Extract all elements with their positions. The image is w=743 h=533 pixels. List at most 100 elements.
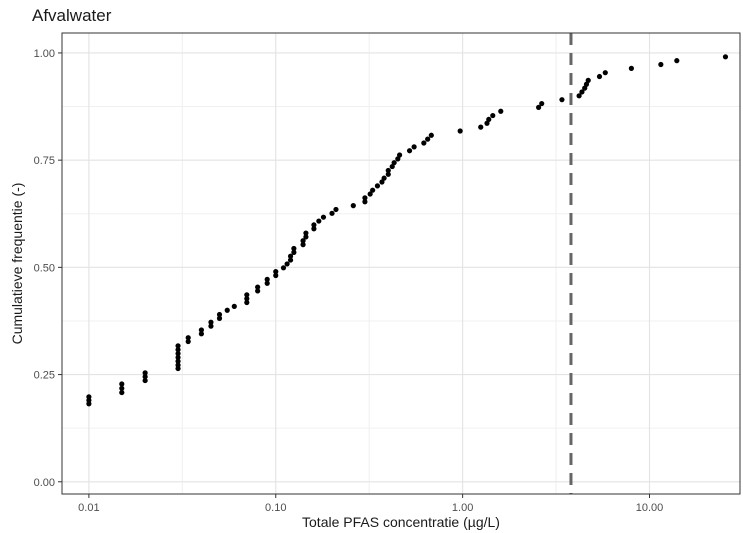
data-point (185, 338, 191, 345)
data-point (244, 292, 250, 298)
data-point (255, 288, 261, 294)
data-point (175, 362, 181, 368)
data-point (379, 179, 385, 185)
data-point (490, 112, 496, 119)
data-point (175, 358, 181, 364)
x-tick-label: 10.00 (636, 502, 664, 514)
data-point (362, 199, 368, 205)
data-point (397, 152, 403, 158)
data-point (208, 323, 214, 329)
data-point (175, 354, 181, 361)
data-point (428, 132, 434, 138)
data-point (287, 253, 294, 259)
data-point (498, 108, 504, 114)
data-point (350, 203, 356, 209)
data-point (539, 100, 545, 107)
data-point (658, 61, 664, 68)
data-point (559, 97, 565, 103)
data-point (421, 140, 427, 146)
y-tick-label: 0.00 (34, 477, 55, 489)
data-point (411, 144, 417, 150)
data-point (596, 73, 603, 80)
data-point (385, 167, 391, 174)
data-point (244, 299, 250, 306)
y-tick-label: 0.50 (34, 262, 55, 274)
data-point (175, 350, 181, 357)
x-tick-label: 0.01 (78, 502, 99, 514)
data-point (320, 214, 327, 220)
x-axis-title: Totale PFAS concentratie (µg/L) (302, 514, 500, 530)
data-point (185, 335, 191, 341)
data-point (273, 269, 279, 275)
data-point (244, 296, 250, 302)
panel-border (61, 32, 741, 495)
data-point (333, 206, 339, 213)
data-point (579, 89, 585, 95)
data-point (674, 58, 680, 64)
data-point (367, 191, 373, 197)
data-point (273, 272, 279, 279)
x-tick-label: 0.10 (265, 502, 286, 514)
data-point (142, 370, 148, 376)
data-point (303, 230, 309, 236)
data-point (535, 104, 542, 111)
data-point (300, 238, 306, 244)
data-point (303, 234, 309, 240)
y-tick-label: 0.75 (34, 155, 55, 167)
x-tick-label: 1.00 (452, 502, 473, 514)
data-point (389, 163, 395, 170)
data-point (486, 116, 492, 123)
data-point (280, 265, 287, 271)
data-point (585, 77, 591, 83)
chart-title: Afvalwater (32, 6, 112, 25)
data-point (216, 311, 223, 318)
data-point (316, 218, 322, 224)
y-axis-title: Cumulatieve frequentie (-) (9, 183, 25, 345)
data-point (198, 331, 204, 337)
data-point (231, 303, 237, 309)
data-point (142, 377, 148, 384)
data-point (370, 187, 376, 193)
data-point (385, 171, 391, 177)
data-point (284, 261, 290, 267)
data-point (198, 327, 204, 333)
data-point (175, 347, 181, 353)
data-point (395, 156, 401, 162)
data-point (291, 245, 297, 252)
data-point (628, 65, 634, 71)
data-point (381, 175, 387, 181)
data-point (264, 280, 270, 286)
data-point (722, 54, 729, 60)
data-point (576, 93, 582, 99)
data-point (119, 389, 125, 396)
data-point (582, 85, 588, 91)
data-point (142, 374, 148, 380)
data-point (287, 257, 294, 263)
data-point (224, 307, 230, 313)
data-point (329, 210, 335, 216)
data-point (119, 381, 125, 387)
data-point (208, 319, 214, 325)
y-tick-label: 0.25 (34, 370, 55, 382)
data-point (175, 343, 181, 349)
data-point (425, 136, 431, 142)
data-point (255, 284, 261, 290)
data-point (311, 222, 317, 228)
data-point (300, 242, 306, 248)
data-point (86, 394, 92, 400)
data-point (374, 183, 381, 189)
data-point (291, 249, 297, 255)
data-point (406, 148, 413, 154)
data-point (362, 195, 368, 201)
data-point (478, 124, 484, 130)
data-point (602, 70, 608, 76)
data-point (391, 160, 397, 166)
data-point (216, 315, 223, 321)
y-tick-label: 1.00 (34, 48, 55, 60)
data-point (311, 226, 317, 232)
data-point (484, 120, 490, 126)
data-point (119, 385, 125, 391)
data-point (264, 276, 270, 282)
